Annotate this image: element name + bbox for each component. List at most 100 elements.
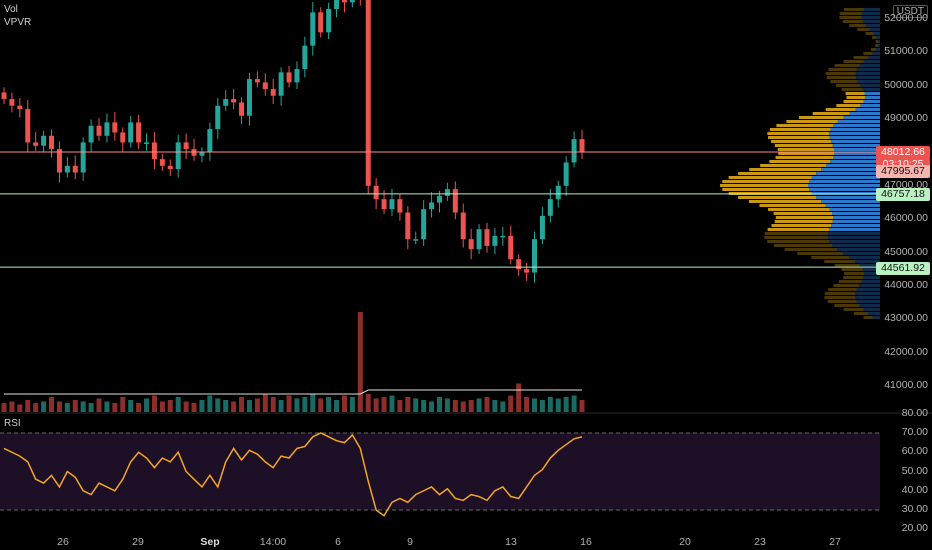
candle-0: [1, 92, 7, 100]
vpvr-bar-down-42: [728, 176, 812, 179]
candle-10: [80, 142, 86, 173]
volume-bar-49: [389, 395, 395, 412]
candle-18: [144, 142, 150, 144]
volume-bar-62: [492, 400, 498, 412]
vpvr-bar-down-60: [784, 248, 838, 251]
vpvr-bar-down-37: [775, 156, 833, 159]
volume-bar-20: [159, 401, 165, 412]
vpvr-bar-down-77: [863, 316, 873, 319]
vpvr-bar-down-7: [872, 36, 877, 39]
vpvr-bar-up-24: [860, 104, 880, 107]
volume-bar-72: [571, 395, 577, 412]
vpvr-bar-up-6: [873, 32, 880, 35]
volume-bar-42: [334, 400, 340, 412]
volume-bar-43: [341, 395, 347, 412]
candle-17: [136, 122, 142, 143]
vpvr-bar-down-10: [870, 48, 876, 51]
rsi-tick-label: 70.00: [901, 426, 928, 438]
vpvr-bar-up-5: [869, 28, 880, 31]
vpvr-bar-up-18: [857, 80, 880, 83]
candle-3: [25, 109, 31, 143]
vpvr-bar-up-53: [832, 220, 880, 223]
candle-8: [64, 165, 70, 173]
vpvr-bar-up-61: [842, 252, 880, 255]
vpvr-bar-down-39: [760, 164, 827, 167]
vpvr-bar-up-32: [829, 136, 880, 139]
vpvr-bar-down-62: [811, 256, 850, 259]
vpvr-bar-up-1: [861, 12, 880, 15]
volume-bar-35: [278, 400, 284, 412]
price-tick-label: 42000.00: [884, 345, 928, 358]
vpvr-bar-down-21: [845, 92, 865, 95]
candle-48: [381, 199, 387, 210]
volume-bar-32: [254, 398, 260, 412]
vpvr-bar-down-67: [843, 276, 864, 279]
rsi-indicator-label[interactable]: RSI: [4, 418, 21, 429]
vpvr-bar-up-25: [855, 108, 880, 111]
time-tick-label: 23: [754, 536, 766, 548]
vpvr-bar-down-14: [834, 64, 860, 67]
vpvr-bar-down-29: [776, 124, 834, 127]
volume-bar-5: [41, 401, 47, 412]
volume-bar-28: [223, 400, 229, 412]
vpvr-bar-up-69: [859, 284, 880, 287]
volume-bar-31: [246, 400, 252, 412]
candle-71: [563, 162, 569, 186]
volume-bar-6: [49, 397, 55, 412]
volume-bar-52: [413, 398, 419, 412]
candle-68: [539, 215, 545, 240]
vpvr-bar-down-8: [875, 40, 879, 43]
vpvr-bar-up-76: [868, 312, 880, 315]
vpvr-bar-down-5: [857, 28, 870, 31]
volume-bar-39: [310, 394, 316, 412]
volume-bar-67: [531, 398, 537, 412]
vpvr-bar-up-27: [843, 116, 880, 119]
volume-bar-14: [112, 403, 118, 412]
vpvr-bar-down-26: [812, 112, 850, 115]
current-price-tag: 48012.66: [876, 146, 930, 159]
candle-55: [436, 195, 442, 203]
vpvr-bar-down-30: [769, 128, 831, 131]
vpvr-bar-down-44: [720, 184, 809, 187]
time-tick-label: 26: [57, 536, 69, 548]
candle-9: [72, 165, 78, 173]
currency-button[interactable]: USDT: [892, 5, 928, 18]
rsi-tick-label: 80.00: [901, 406, 928, 419]
vpvr-bar-down-65: [841, 268, 863, 271]
price-tick-label: 50000.00: [884, 78, 928, 91]
vpvr-indicator-label[interactable]: VPVR: [4, 17, 32, 28]
candle-54: [429, 202, 435, 210]
vpvr-bar-up-65: [862, 268, 880, 271]
vpvr-bar-up-10: [875, 48, 880, 51]
vpvr-bar-up-50: [829, 208, 880, 211]
candle-26: [207, 129, 213, 153]
price-tick-label: 47000.00: [884, 178, 928, 191]
vpvr-bar-up-48: [821, 200, 880, 203]
candle-30: [239, 102, 245, 116]
vpvr-bar-up-72: [854, 296, 880, 299]
vpvr-bar-up-73: [856, 300, 880, 303]
vpvr-bar-up-77: [872, 316, 880, 319]
volume-bar-60: [476, 398, 482, 412]
vpvr-bar-up-45: [809, 188, 880, 191]
vpvr-bar-up-12: [868, 56, 880, 59]
volume-bar-16: [128, 400, 134, 412]
vpvr-bar-down-6: [865, 32, 874, 35]
vpvr-bar-up-30: [830, 128, 880, 131]
volume-bar-68: [539, 400, 545, 412]
vol-indicator-label[interactable]: Vol: [4, 4, 18, 15]
vpvr-bar-up-34: [832, 144, 880, 147]
volume-bar-50: [397, 400, 403, 412]
vpvr-bar-down-35: [777, 148, 834, 151]
vpvr-bar-down-41: [738, 172, 817, 175]
candle-44: [349, 0, 355, 3]
vpvr-bar-up-19: [860, 84, 880, 87]
vpvr-bar-up-20: [862, 88, 880, 91]
volume-bar-47: [373, 398, 379, 412]
volume-bar-0: [1, 403, 7, 412]
vpvr-bar-up-2: [861, 16, 880, 19]
volume-ma-line: [4, 389, 582, 395]
vpvr-bar-up-66: [863, 272, 880, 275]
rsi-tick-label: 20.00: [901, 522, 928, 535]
